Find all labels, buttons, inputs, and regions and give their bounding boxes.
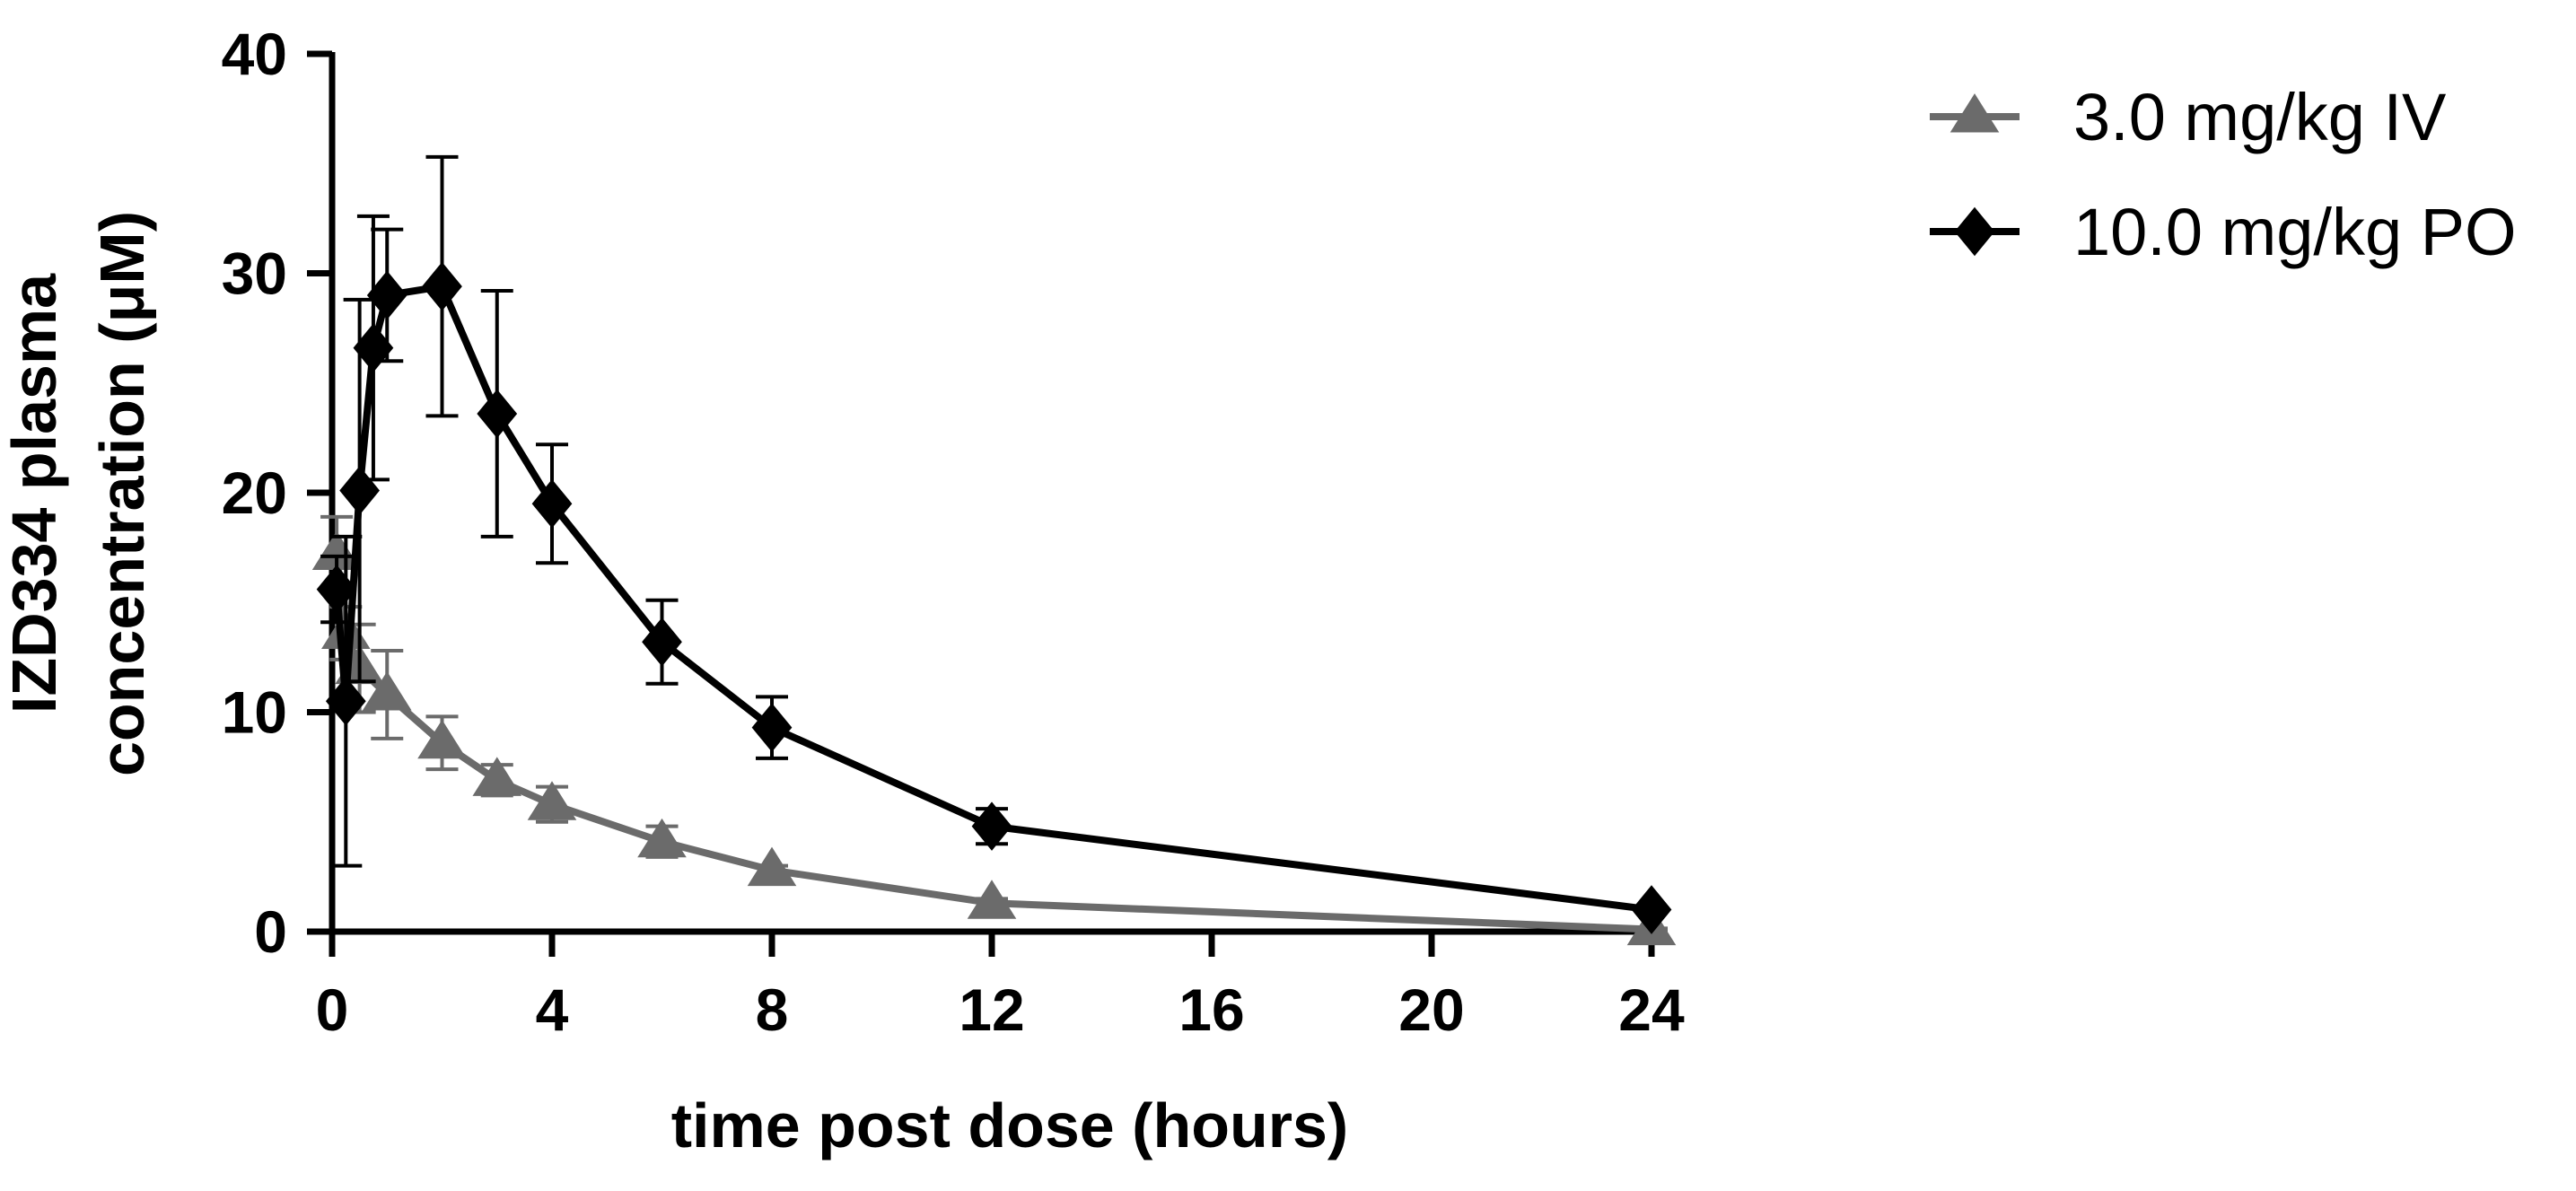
y-tick-label: 20	[222, 460, 287, 526]
data-point	[967, 880, 1017, 919]
x-tick-label: 4	[536, 976, 569, 1043]
x-tick-label: 20	[1398, 976, 1464, 1043]
x-tick-label: 8	[756, 976, 789, 1043]
data-point	[325, 676, 366, 726]
y-tick-label: 40	[222, 21, 287, 87]
legend-marker	[1954, 206, 1995, 257]
y-axis-title: IZD334 plasma concentration (μM)	[0, 211, 157, 776]
data-point	[472, 757, 522, 796]
x-tick-label: 12	[959, 976, 1024, 1043]
x-tick-label: 0	[316, 976, 349, 1043]
legend-label: 10.0 mg/kg PO	[2073, 195, 2517, 269]
data-point	[417, 719, 467, 759]
x-axis-title: time post dose (hours)	[671, 1090, 1348, 1160]
legend-item-1: 3.0 mg/kg IV	[1930, 80, 2447, 154]
x-tick-label: 24	[1618, 976, 1685, 1043]
data-point	[362, 671, 412, 711]
legend-marker	[1950, 93, 2000, 133]
series-layer	[311, 154, 1677, 946]
data-point	[353, 323, 394, 372]
legend-item-2: 10.0 mg/kg PO	[1930, 195, 2517, 269]
data-point	[477, 389, 518, 439]
data-point	[747, 846, 797, 887]
data-point	[527, 781, 577, 820]
x-tick-label: 16	[1178, 976, 1244, 1043]
legend: 3.0 mg/kg IV 10.0 mg/kg PO	[1930, 80, 2517, 269]
y-tick-label: 30	[222, 241, 287, 307]
series-1	[311, 514, 1677, 946]
data-point	[531, 478, 573, 529]
data-point	[422, 261, 462, 311]
data-point	[971, 801, 1012, 851]
data-point	[637, 818, 687, 858]
data-point	[366, 270, 407, 320]
series-line	[333, 553, 1652, 933]
data-point	[751, 703, 793, 752]
series-line	[333, 283, 1652, 914]
data-point	[642, 617, 682, 667]
data-point	[339, 466, 380, 515]
legend-label: 3.0 mg/kg IV	[2073, 80, 2447, 154]
data-point	[311, 530, 362, 571]
series-2	[316, 154, 1672, 934]
y-axis-title-line-2: concentration (μM)	[87, 211, 157, 776]
axes-layer: 0 10 20 30 40 0 4 8 12 16 20 24 time post dose (hour…	[0, 21, 1685, 1160]
y-tick-label: 10	[222, 679, 287, 746]
y-axis-title-line-1: IZD334 plasma	[0, 273, 69, 714]
data-point	[316, 565, 357, 614]
y-tick-label: 0	[254, 898, 287, 965]
data-point	[1631, 885, 1672, 934]
